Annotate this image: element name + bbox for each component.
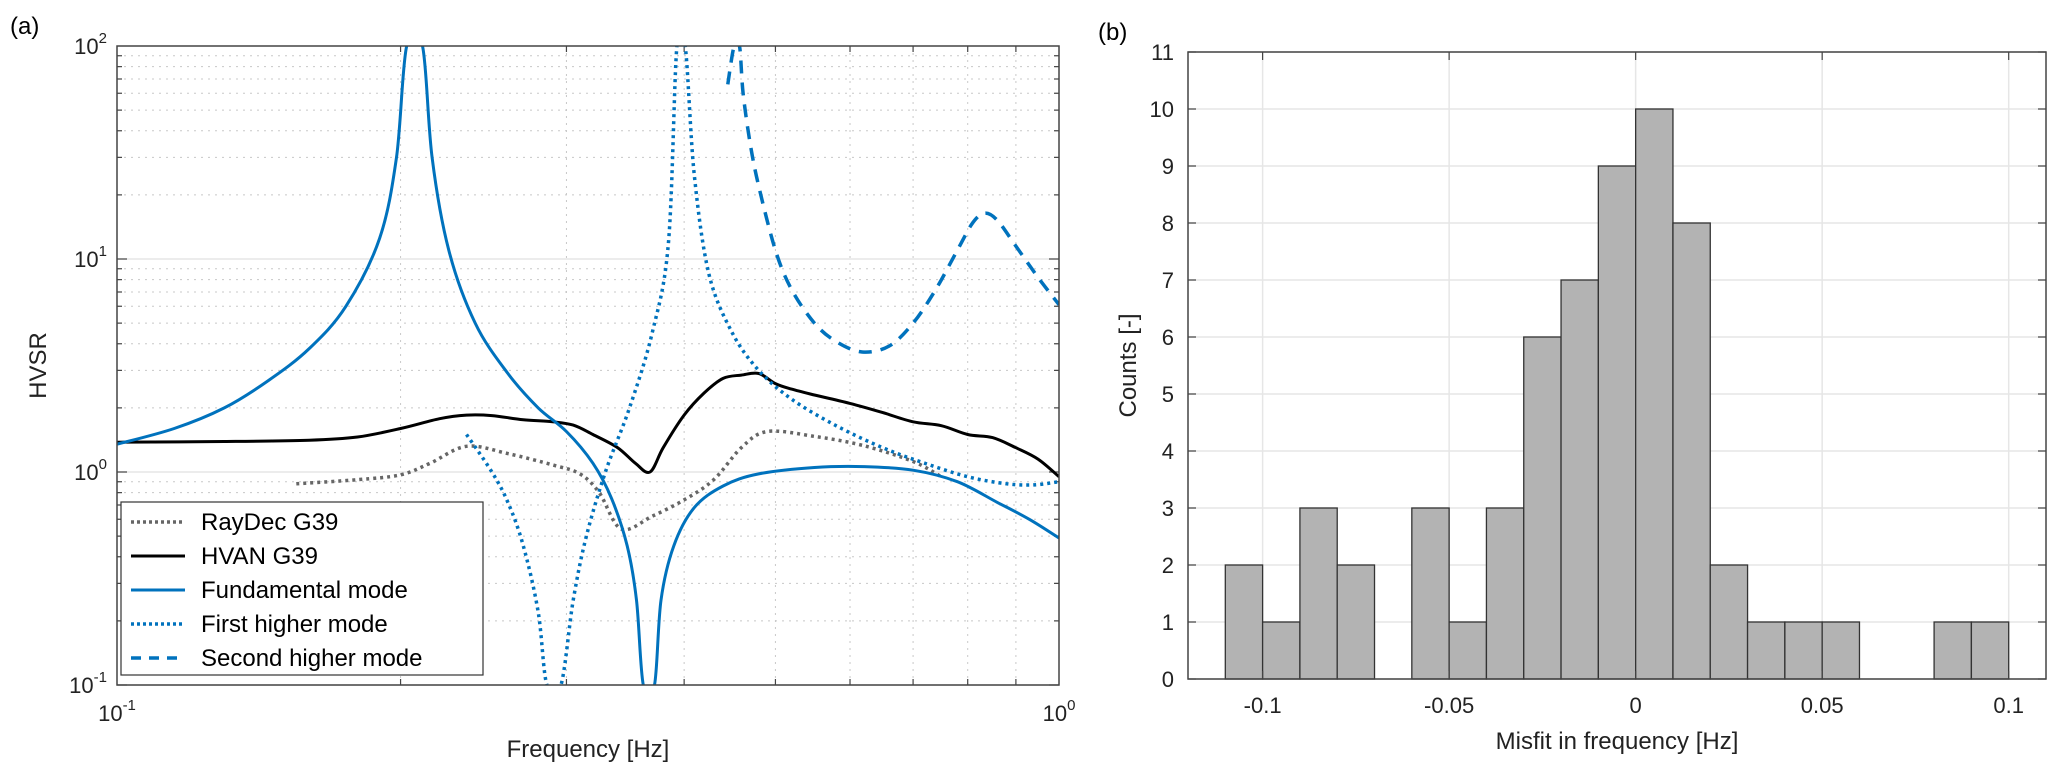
histogram-bar (1448, 621, 1488, 680)
grid-a (117, 46, 1059, 686)
histogram-bar (1970, 621, 2010, 680)
y-tick-label: 10-1 (69, 669, 107, 698)
y-tick-label: 100 (74, 456, 107, 485)
bars-b (1224, 108, 2010, 680)
y-tick-label: 102 (74, 30, 107, 59)
histogram-bar (1597, 165, 1637, 680)
panel-b-label: (b) (1098, 19, 1127, 46)
histogram-bar (1336, 564, 1376, 680)
x-tick-label: 0.05 (1801, 693, 1844, 718)
histogram-bar (1224, 564, 1264, 680)
histogram-bar (1523, 336, 1562, 680)
y-tick-label: 2 (1162, 553, 1174, 578)
legend-entry-label: Fundamental mode (201, 577, 408, 604)
y-tick-label: 11 (1151, 40, 1174, 65)
y-tick-label: 8 (1162, 211, 1174, 236)
histogram-bar (1299, 507, 1338, 680)
tick-labels-a: 10-1 100 101 102 10-1 100 (69, 30, 1075, 726)
axes-frame-b (1187, 51, 2047, 680)
y-tick-label: 5 (1162, 382, 1174, 407)
y-axis-label-b: Counts [-] (1115, 313, 1142, 417)
histogram-bar (1746, 621, 1786, 680)
histogram-bar (1635, 108, 1674, 680)
y-tick-label: 1 (1162, 610, 1174, 635)
series-line-hvan-g39 (117, 371, 1059, 478)
legend-entry-label: First higher mode (201, 611, 388, 638)
histogram-bar (1485, 507, 1525, 680)
y-axis-label-a: HVSR (25, 332, 52, 399)
x-tick-label: -0.1 (1244, 693, 1282, 718)
y-tick-label: 3 (1162, 496, 1174, 521)
histogram-bar (1261, 621, 1301, 680)
y-tick-label: 101 (74, 243, 107, 272)
histogram-bar (1560, 279, 1599, 680)
x-tick-label: 100 (1043, 697, 1076, 726)
series-line-second-higher-mode (726, 46, 1059, 354)
series-line-fundamental-mode (117, 46, 1059, 685)
histogram-bar (1933, 621, 1973, 680)
histogram-bar (1784, 621, 1823, 680)
x-axis-label-b: Misfit in frequency [Hz] (1496, 728, 1739, 755)
axes-frame-a (116, 45, 1060, 686)
panel-b-histogram: (b) 0 1 2 3 4 5 6 7 8 9 10 11 -0.1 -0.05 0 0.05 0.1 Misf… (1098, 19, 2047, 755)
legend-entry-label: Second higher mode (201, 645, 422, 672)
x-axis-label-a: Frequency [Hz] (507, 736, 670, 763)
histogram-bar (1709, 564, 1749, 680)
series-group-a (117, 46, 1059, 685)
x-tick-label: 0 (1630, 693, 1642, 718)
series-line-first-higher-mode (465, 46, 1059, 685)
x-tick-label: 0.1 (1993, 693, 2024, 718)
histogram-bar (1672, 222, 1711, 680)
histogram-bar (1821, 621, 1861, 680)
y-tick-label: 7 (1162, 268, 1174, 293)
legend-entry-label: HVAN G39 (201, 543, 318, 570)
legend-entry-label: RayDec G39 (201, 509, 338, 536)
legend: RayDec G39 HVAN G39 Fundamental mode First … (120, 501, 484, 676)
y-tick-label: 0 (1162, 667, 1174, 692)
tick-labels-b: 0 1 2 3 4 5 6 7 8 9 10 11 -0.1 -0.05 0 0.05 0.1 (1150, 40, 2024, 718)
y-tick-label: 9 (1162, 154, 1174, 179)
histogram-bar (1411, 507, 1450, 680)
panel-a-label: (a) (10, 13, 39, 40)
y-tick-label: 10 (1150, 97, 1174, 122)
x-tick-label: -0.05 (1424, 693, 1474, 718)
y-tick-label: 6 (1162, 325, 1174, 350)
y-tick-label: 4 (1162, 439, 1174, 464)
x-tick-label: 10-1 (98, 697, 136, 726)
